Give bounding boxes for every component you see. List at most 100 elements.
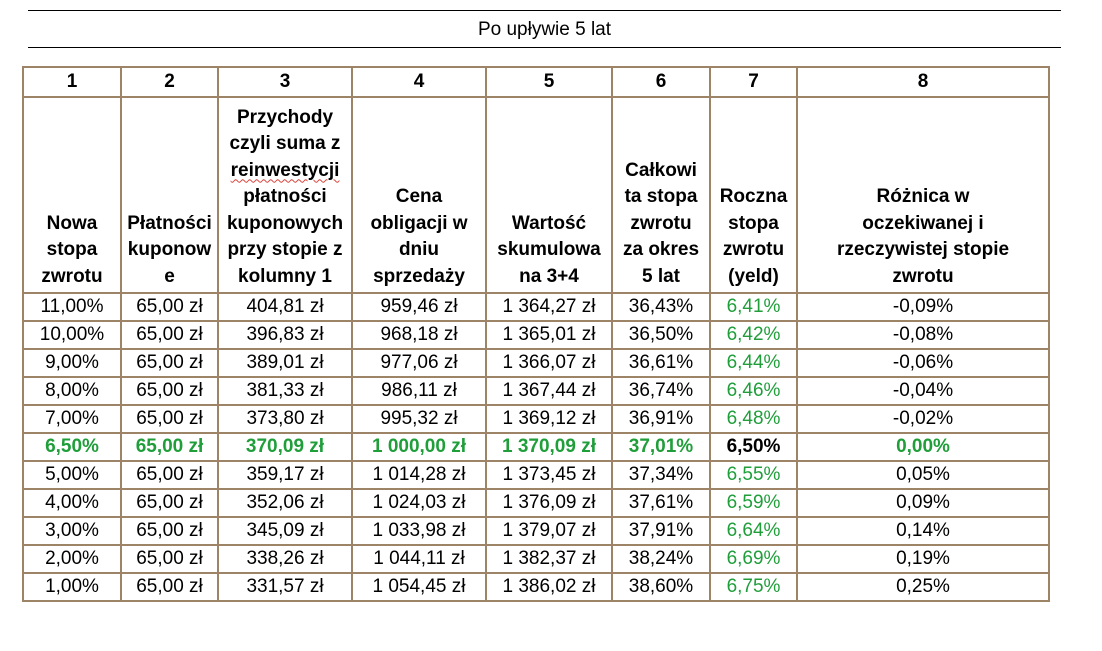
column-header-line: zwrotu bbox=[892, 265, 954, 287]
table-cell: 8,00% bbox=[22, 376, 122, 406]
table-cell: 65,00 zł bbox=[120, 460, 219, 490]
column-header-row: Nowa stopa zwrotu Płatności kuponow e Przychod… bbox=[22, 96, 1050, 294]
table-cell: 36,43% bbox=[611, 292, 711, 322]
table-cell: 1 382,37 zł bbox=[485, 544, 613, 574]
table-cell: 373,80 zł bbox=[217, 404, 353, 434]
table-cell: 65,00 zł bbox=[120, 572, 219, 602]
table-row: 4,00% 65,00 zł 352,06 zł 1 024,03 zł 1 376,0… bbox=[22, 488, 1050, 518]
column-header-line: Roczna bbox=[719, 186, 788, 207]
table-cell: 6,55% bbox=[709, 460, 798, 490]
column-header-line: Wartość bbox=[511, 212, 587, 234]
column-header-line: zwrotu bbox=[630, 212, 692, 234]
column-header-line: dniu bbox=[398, 239, 440, 260]
table-cell: -0,08% bbox=[796, 320, 1050, 350]
table-cell: 36,74% bbox=[611, 376, 711, 406]
column-header-line: kuponow bbox=[127, 239, 212, 260]
table-cell: 0,14% bbox=[796, 516, 1050, 546]
table-cell: -0,02% bbox=[796, 404, 1050, 434]
column-header-line: zwrotu bbox=[41, 265, 103, 287]
table-cell: 1 033,98 zł bbox=[351, 516, 487, 546]
table-cell: 986,11 zł bbox=[351, 376, 487, 406]
column-header-line: przy stopie z bbox=[227, 239, 343, 260]
column-header-line: skumulowa bbox=[497, 239, 601, 260]
table-cell: 1 014,28 zł bbox=[351, 460, 487, 490]
table-row: 7,00% 65,00 zł 373,80 zł 995,32 zł 1 369,12 … bbox=[22, 404, 1050, 434]
table-cell: 38,60% bbox=[611, 572, 711, 602]
column-number-1: 1 bbox=[22, 66, 122, 98]
table-cell: -0,09% bbox=[796, 292, 1050, 322]
column-header-line: reinwestycji bbox=[230, 159, 340, 181]
table-cell: 65,00 zł bbox=[120, 516, 219, 546]
table-cell: 65,00 zł bbox=[120, 320, 219, 350]
table-row: 8,00% 65,00 zł 381,33 zł 986,11 zł 1 367,44 … bbox=[22, 376, 1050, 406]
table-cell: 65,00 zł bbox=[120, 348, 219, 378]
table-cell: 359,17 zł bbox=[217, 460, 353, 490]
table-cell: 65,00 zł bbox=[120, 544, 219, 574]
column-header-line: Całkowi bbox=[625, 159, 697, 181]
table-cell: 38,24% bbox=[611, 544, 711, 574]
table-row: 6,50% 65,00 zł 370,09 zł 1 000,00 zł 1 370,0… bbox=[22, 432, 1050, 462]
table-cell: 404,81 zł bbox=[217, 292, 353, 322]
table-cell: 345,09 zł bbox=[217, 516, 353, 546]
table-cell: 1,00% bbox=[22, 572, 122, 602]
column-header-8: Różnica w oczekiwanej i rzeczywistej stopi… bbox=[796, 96, 1050, 294]
column-number-8: 8 bbox=[796, 66, 1050, 98]
table-cell: 36,50% bbox=[611, 320, 711, 350]
column-header-3: Przychody czyli suma z reinwestycji płatnoś… bbox=[217, 96, 353, 294]
table-row: 5,00% 65,00 zł 359,17 zł 1 014,28 zł 1 373,4… bbox=[22, 460, 1050, 490]
column-header-line: Różnica w bbox=[876, 186, 970, 207]
table-cell: -0,06% bbox=[796, 348, 1050, 378]
column-number-4: 4 bbox=[351, 66, 487, 98]
table-cell: 396,83 zł bbox=[217, 320, 353, 350]
column-number-2: 2 bbox=[120, 66, 219, 98]
table-cell: 65,00 zł bbox=[120, 432, 219, 462]
column-number-7: 7 bbox=[709, 66, 798, 98]
table-cell: 1 024,03 zł bbox=[351, 488, 487, 518]
column-header-2: Płatności kuponow e bbox=[120, 96, 219, 294]
column-header-line: (yeld) bbox=[728, 265, 779, 287]
table-cell: 6,44% bbox=[709, 348, 798, 378]
table-cell: 65,00 zł bbox=[120, 488, 219, 518]
column-header-line: 5 lat bbox=[641, 265, 681, 287]
table-cell: 370,09 zł bbox=[217, 432, 353, 462]
column-header-line: e bbox=[164, 265, 175, 287]
column-header-line: czyli suma z bbox=[229, 133, 341, 154]
table-cell: 1 373,45 zł bbox=[485, 460, 613, 490]
table-cell: 4,00% bbox=[22, 488, 122, 518]
column-header-line: za okres bbox=[622, 239, 700, 260]
column-header-line: stopa bbox=[46, 239, 98, 260]
table-cell: 1 365,01 zł bbox=[485, 320, 613, 350]
column-header-line: płatności bbox=[243, 186, 327, 207]
table-cell: 331,57 zł bbox=[217, 572, 353, 602]
column-header-line: zwrotu bbox=[722, 239, 785, 260]
table-cell: 65,00 zł bbox=[120, 404, 219, 434]
table-cell: 37,61% bbox=[611, 488, 711, 518]
table-cell: 0,25% bbox=[796, 572, 1050, 602]
column-header-7: Roczna stopa zwrotu (yeld) bbox=[709, 96, 798, 294]
table-cell: 1 044,11 zł bbox=[351, 544, 487, 574]
column-header-line: na 3+4 bbox=[519, 265, 579, 287]
table-cell: 1 367,44 zł bbox=[485, 376, 613, 406]
table-cell: 352,06 zł bbox=[217, 488, 353, 518]
column-header-line: stopa bbox=[728, 212, 779, 234]
table-cell: 6,42% bbox=[709, 320, 798, 350]
column-header-line: obligacji w bbox=[370, 212, 468, 234]
column-header-line: kuponowych bbox=[226, 212, 344, 234]
column-header-line: oczekiwanej i bbox=[862, 212, 984, 234]
caption-bar: Po upływie 5 lat bbox=[28, 10, 1061, 48]
column-header-line: kolumny 1 bbox=[238, 265, 332, 287]
table-cell: 0,09% bbox=[796, 488, 1050, 518]
table-cell: 5,00% bbox=[22, 460, 122, 490]
table-row: 3,00% 65,00 zł 345,09 zł 1 033,98 zł 1 379,0… bbox=[22, 516, 1050, 546]
table-row: 2,00% 65,00 zł 338,26 zł 1 044,11 zł 1 382,3… bbox=[22, 544, 1050, 574]
table-cell: 11,00% bbox=[22, 292, 122, 322]
column-header-line: Nowa bbox=[46, 212, 98, 234]
table-cell: 1 376,09 zł bbox=[485, 488, 613, 518]
table-cell: 6,50% bbox=[709, 432, 798, 462]
table-cell: 389,01 zł bbox=[217, 348, 353, 378]
table-cell: 959,46 zł bbox=[351, 292, 487, 322]
table-cell: 6,41% bbox=[709, 292, 798, 322]
table-cell: 65,00 zł bbox=[120, 376, 219, 406]
table-cell: 1 364,27 zł bbox=[485, 292, 613, 322]
